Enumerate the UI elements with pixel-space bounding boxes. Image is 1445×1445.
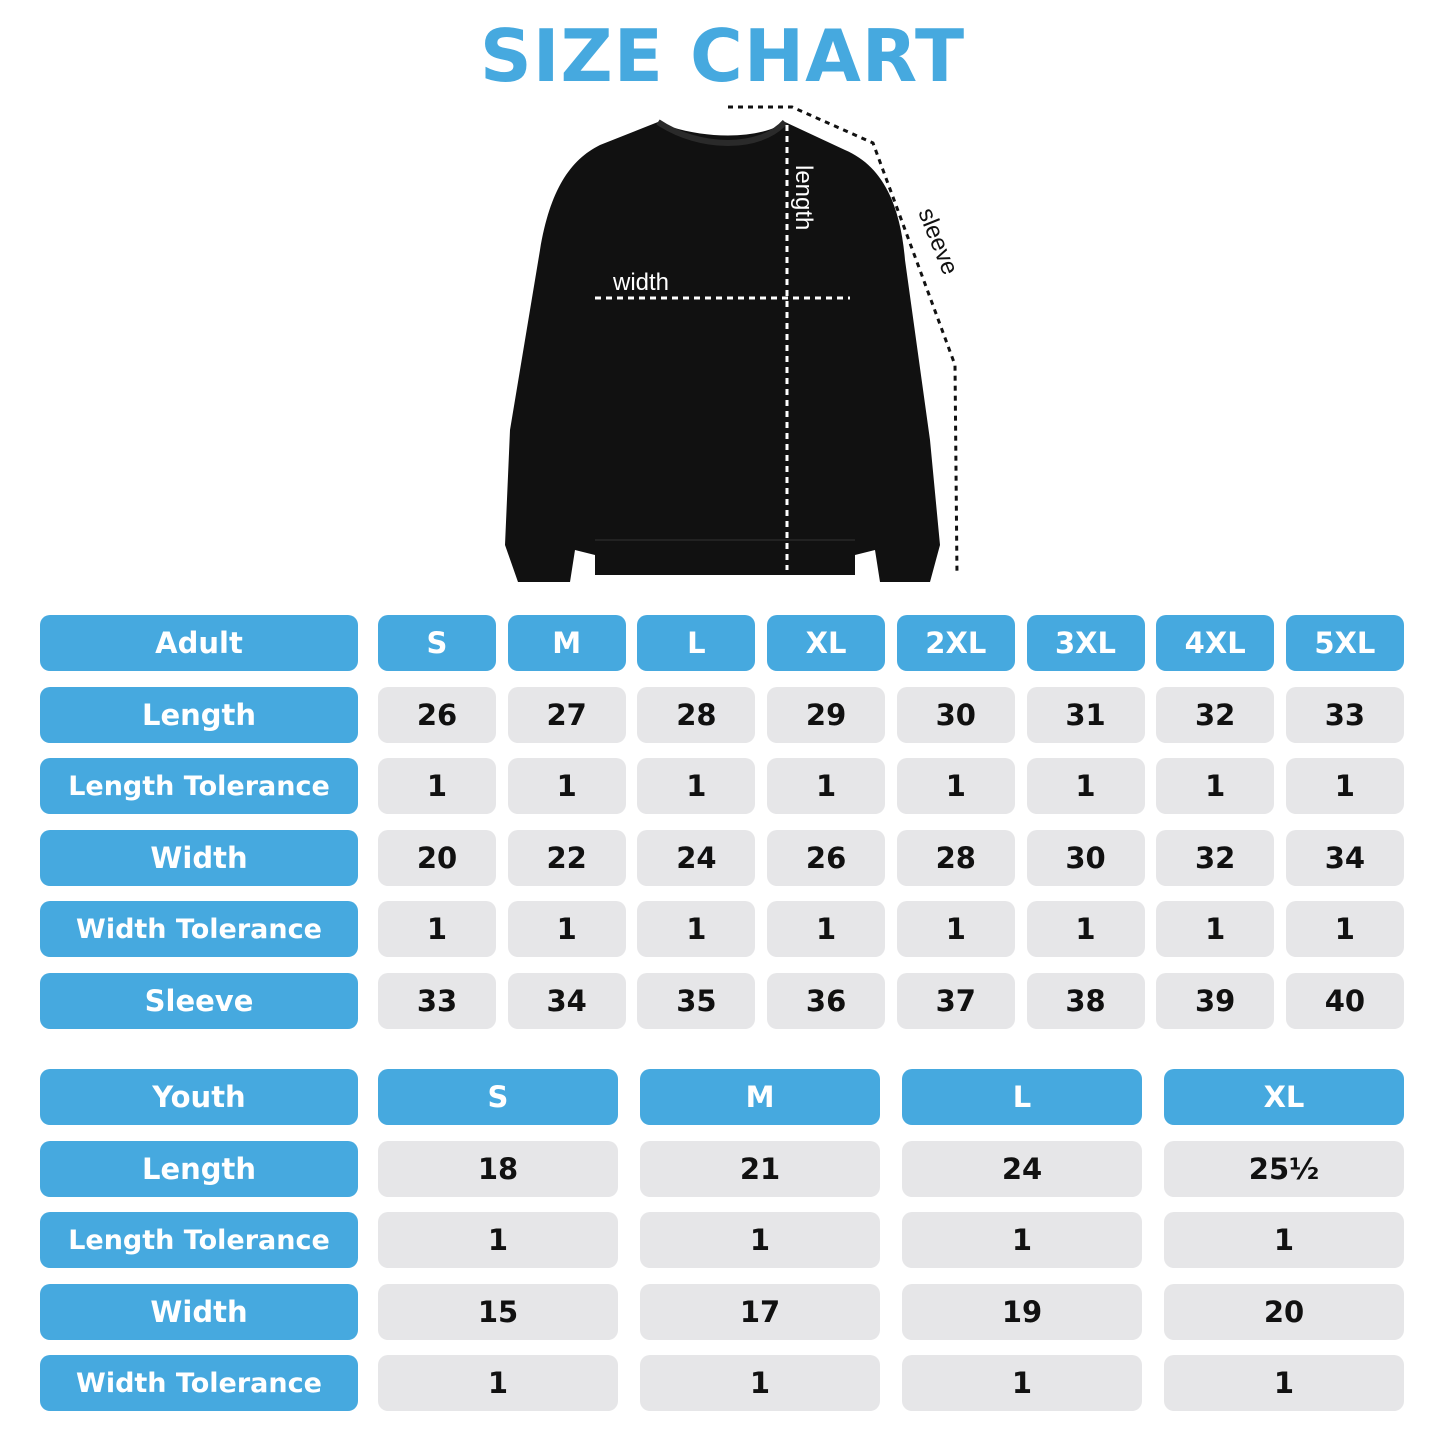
table-cell: 34 — [1285, 829, 1404, 886]
size-header-5xl: 5XL — [1285, 615, 1404, 671]
table-cell: 35 — [637, 972, 756, 1029]
table-cell: 28 — [637, 686, 756, 743]
table-cell: 24 — [637, 829, 756, 886]
table-cell: 1 — [767, 901, 886, 957]
table-cell: 38 — [1026, 972, 1145, 1029]
table-cell: 32 — [1156, 686, 1275, 743]
table-cell: 28 — [896, 829, 1015, 886]
table-cell: 15 — [378, 1283, 618, 1340]
table-cell: 20 — [378, 829, 496, 886]
table-cell: 1 — [378, 1355, 618, 1411]
row-label: Width — [40, 829, 358, 886]
row-label: Sleeve — [40, 972, 358, 1029]
table-cell: 25½ — [1164, 1140, 1404, 1197]
table-cell: 1 — [1026, 901, 1145, 957]
table-cell: 1 — [637, 758, 756, 814]
page-title: SIZE CHART — [479, 14, 966, 98]
size-header-3xl: 3XL — [1026, 615, 1145, 671]
table-cell: 1 — [896, 901, 1015, 957]
size-header-xl: XL — [1164, 1069, 1404, 1125]
table-cell: 1 — [507, 758, 626, 814]
table-cell: 1 — [767, 758, 886, 814]
table-cell: 32 — [1156, 829, 1275, 886]
table-cell: 18 — [378, 1140, 618, 1197]
table-cell: 1 — [1026, 758, 1145, 814]
table-cell: 1 — [902, 1212, 1142, 1268]
size-header-2xl: 2XL — [896, 615, 1015, 671]
row-label: Length Tolerance — [40, 758, 358, 814]
table-cell: 22 — [507, 829, 626, 886]
table-cell: 39 — [1156, 972, 1275, 1029]
table-cell: 1 — [1164, 1212, 1404, 1268]
size-header-l: L — [902, 1069, 1142, 1125]
table-cell: 34 — [507, 972, 626, 1029]
size-header-m: M — [640, 1069, 880, 1125]
size-header-l: L — [637, 615, 756, 671]
table-cell: 19 — [902, 1283, 1142, 1340]
table-cell: 1 — [896, 758, 1015, 814]
size-header-4xl: 4XL — [1156, 615, 1275, 671]
table-cell: 1 — [1156, 901, 1275, 957]
table-cell: 36 — [767, 972, 886, 1029]
table-cell: 37 — [896, 972, 1015, 1029]
table-cell: 1 — [1156, 758, 1275, 814]
table-cell: 31 — [1026, 686, 1145, 743]
row-label: Width Tolerance — [40, 1355, 358, 1411]
row-label: Length — [40, 686, 358, 743]
table-cell: 1 — [902, 1355, 1142, 1411]
table-cell: 1 — [378, 901, 496, 957]
sleeve-label: sleeve — [912, 204, 963, 278]
width-label: width — [612, 269, 669, 296]
table-cell: 1 — [378, 758, 496, 814]
size-header-m: M — [507, 615, 626, 671]
table-cell: 30 — [1026, 829, 1145, 886]
size-header-s: S — [378, 615, 496, 671]
table-cell: 1 — [378, 1212, 618, 1268]
table-cell: 27 — [507, 686, 626, 743]
table-cell: 30 — [896, 686, 1015, 743]
table-cell: 1 — [1285, 758, 1404, 814]
table-cell: 20 — [1164, 1283, 1404, 1340]
size-header-s: S — [378, 1069, 618, 1125]
table-cell: 1 — [640, 1355, 880, 1411]
table-cell: 1 — [637, 901, 756, 957]
table-cell: 24 — [902, 1140, 1142, 1197]
table-cell: 1 — [640, 1212, 880, 1268]
table-cell: 26 — [378, 686, 496, 743]
table-cell: 17 — [640, 1283, 880, 1340]
length-label: length — [790, 165, 817, 230]
row-label-adult: Adult — [40, 615, 358, 671]
row-label: Length Tolerance — [40, 1212, 358, 1268]
row-label: Length — [40, 1140, 358, 1197]
table-cell: 1 — [1285, 901, 1404, 957]
table-cell: 29 — [767, 686, 886, 743]
table-cell: 1 — [1164, 1355, 1404, 1411]
table-cell: 33 — [1285, 686, 1404, 743]
size-header-xl: XL — [767, 615, 886, 671]
row-label: Width — [40, 1283, 358, 1340]
table-cell: 33 — [378, 972, 496, 1029]
table-cell: 21 — [640, 1140, 880, 1197]
sweatshirt-image — [505, 122, 940, 582]
table-cell: 40 — [1285, 972, 1404, 1029]
sweatshirt-diagram: width length sleeve — [505, 105, 963, 582]
row-label: Width Tolerance — [40, 901, 358, 957]
row-label-youth: Youth — [40, 1069, 358, 1125]
table-cell: 1 — [507, 901, 626, 957]
table-cell: 26 — [767, 829, 886, 886]
